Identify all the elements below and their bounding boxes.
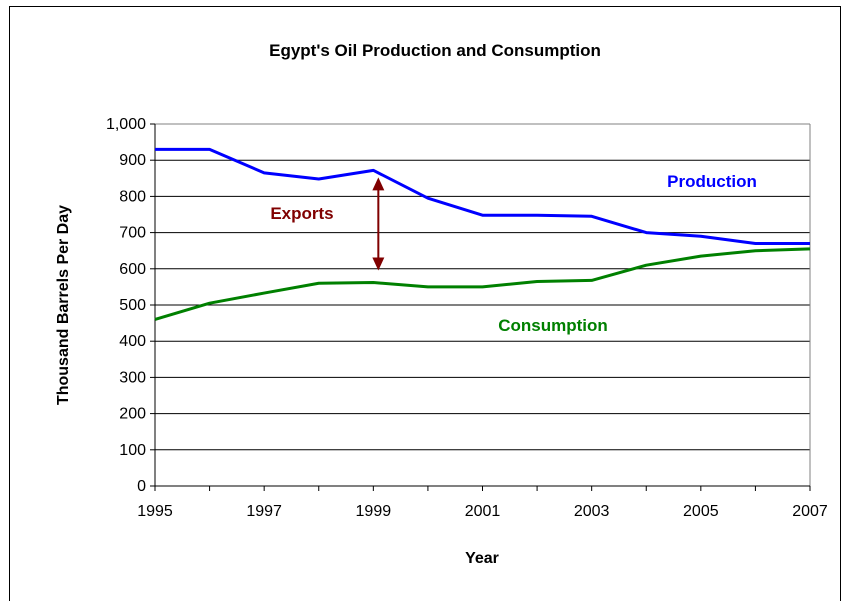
production-series-label: Production	[667, 172, 757, 191]
consumption-line	[154, 247, 811, 321]
x-tick-label: 2001	[465, 503, 501, 520]
y-tick-label: 1,000	[106, 116, 146, 133]
chart-frame	[9, 6, 841, 601]
y-tick-labels: 0 100 200 300 400 500 600 700 800 900 1,000	[106, 116, 146, 495]
y-tick-label: 700	[119, 225, 146, 242]
series-lines	[154, 147, 811, 321]
y-tick-label: 200	[119, 406, 146, 423]
y-axis-label: Thousand Barrels Per Day	[55, 205, 72, 405]
y-tick-label: 400	[119, 333, 146, 350]
x-axis-label: Year	[465, 550, 499, 567]
exports-arrow	[372, 177, 385, 271]
exports-arrow-head-top	[372, 177, 385, 191]
exports-arrow-head-bottom	[372, 257, 385, 271]
axes	[150, 123, 811, 491]
x-tick-labels: 1995 1997 1999 2001 2003 2005 2007	[137, 503, 828, 520]
y-tick-label: 300	[119, 369, 146, 386]
y-tick-label: 800	[119, 188, 146, 205]
y-tick-label: 100	[119, 442, 146, 459]
x-tick-label: 1997	[246, 503, 282, 520]
production-line	[155, 147, 810, 245]
exports-annotation: Exports	[270, 204, 333, 223]
chart-title: Egypt's Oil Production and Consumption	[269, 41, 601, 60]
y-tick-label: 500	[119, 297, 146, 314]
x-tick-label: 1995	[137, 503, 173, 520]
x-tick-label: 2003	[574, 503, 610, 520]
consumption-series-label: Consumption	[498, 316, 608, 335]
y-tick-label: 0	[137, 478, 146, 495]
y-tick-label: 900	[119, 152, 146, 169]
y-tick-label: 600	[119, 261, 146, 278]
x-tick-label: 2007	[792, 503, 828, 520]
x-tick-label: 2005	[683, 503, 719, 520]
x-tick-label: 1999	[356, 503, 392, 520]
